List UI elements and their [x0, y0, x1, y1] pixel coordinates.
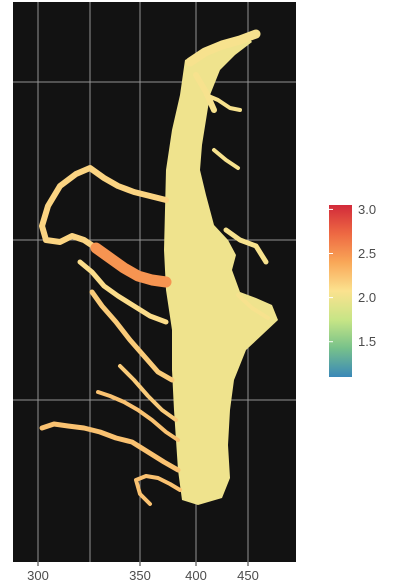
- legend-label-2-5: 2.5: [358, 246, 376, 261]
- legend-label-1-5: 1.5: [358, 334, 376, 349]
- legend-label-3-0: 3.0: [358, 202, 376, 217]
- x-tick-label-350: 350: [129, 568, 151, 583]
- legend-colorbar: [329, 205, 352, 377]
- legend-label-2-0: 2.0: [358, 290, 376, 305]
- western-tributary-orange: [90, 242, 172, 288]
- bay-main-stem: [164, 34, 278, 505]
- x-axis: 300 350 400 450: [27, 562, 259, 583]
- tributary-south-3: [134, 474, 182, 506]
- western-tributary-north: [39, 165, 169, 251]
- tributary-south: [39, 421, 181, 473]
- eastern-arm-1: [204, 93, 242, 112]
- color-legend: 3.0 2.5 2.0 1.5: [329, 202, 376, 377]
- upper-bay: [185, 29, 261, 67]
- upper-bay-arm: [193, 72, 217, 113]
- eastern-arm-2: [212, 148, 240, 170]
- x-tick-label-400: 400: [185, 568, 207, 583]
- x-tick-label-450: 450: [237, 568, 259, 583]
- tributary-middle: [77, 259, 169, 325]
- eastern-arm-3: [223, 227, 269, 265]
- tributary-lower: [89, 289, 175, 383]
- x-tick-label-300: 300: [27, 568, 49, 583]
- tributary-lower-2: [118, 364, 178, 422]
- legend-ticks: [329, 208, 333, 343]
- eastern-arm-4: [236, 293, 270, 320]
- tributary-south-2: [96, 390, 180, 442]
